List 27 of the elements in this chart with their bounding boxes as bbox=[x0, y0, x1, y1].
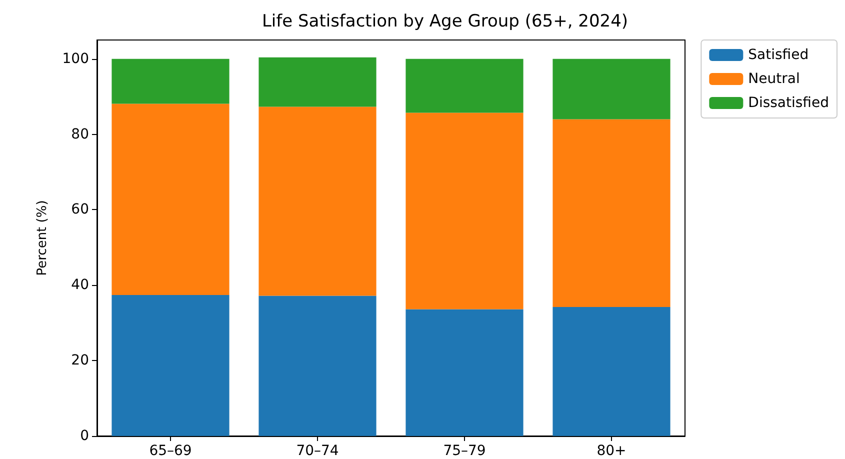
x-tick-label: 70–74 bbox=[296, 443, 339, 459]
y-tick-label: 80 bbox=[71, 126, 89, 142]
y-tick-label: 20 bbox=[71, 352, 89, 369]
bar bbox=[552, 58, 670, 120]
bar bbox=[258, 106, 376, 296]
bar bbox=[112, 294, 230, 436]
bar bbox=[112, 58, 230, 104]
bar bbox=[406, 112, 524, 310]
legend-label: Satisfied bbox=[748, 47, 809, 63]
bar bbox=[552, 119, 670, 308]
bar bbox=[552, 307, 670, 436]
x-tick-label: 65–69 bbox=[149, 443, 192, 459]
y-tick-label: 0 bbox=[80, 428, 89, 444]
x-tick-label: 80+ bbox=[596, 443, 626, 459]
legend-label: Neutral bbox=[748, 71, 800, 87]
bar bbox=[406, 58, 524, 113]
bar bbox=[258, 296, 376, 436]
y-axis-title: Percent (%) bbox=[35, 200, 50, 276]
x-tick-label: 75–79 bbox=[443, 443, 486, 459]
bar bbox=[112, 104, 230, 295]
y-tick-label: 40 bbox=[71, 277, 89, 294]
bar bbox=[406, 309, 524, 436]
legend-label: Dissatisfied bbox=[748, 95, 829, 111]
y-tick-label: 60 bbox=[71, 202, 89, 218]
y-tick-label: 100 bbox=[62, 50, 89, 67]
bar bbox=[258, 57, 376, 107]
chart-title: Life Satisfaction by Age Group (65+, 2024) bbox=[262, 12, 628, 32]
